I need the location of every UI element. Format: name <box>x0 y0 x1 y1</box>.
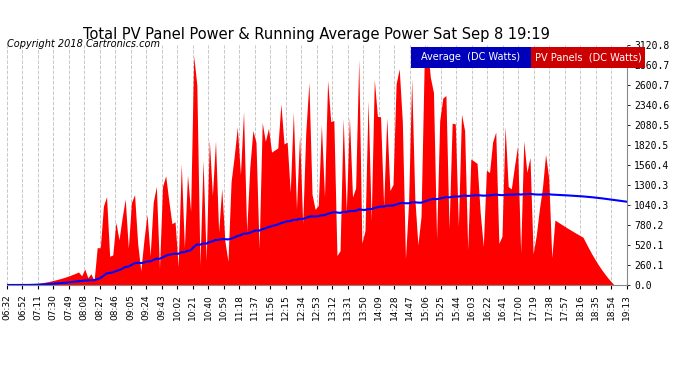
Text: PV Panels  (DC Watts): PV Panels (DC Watts) <box>535 52 642 62</box>
Text: Copyright 2018 Cartronics.com: Copyright 2018 Cartronics.com <box>7 39 160 50</box>
Text: Average  (DC Watts): Average (DC Watts) <box>422 52 520 62</box>
FancyBboxPatch shape <box>411 47 531 68</box>
Title: Total PV Panel Power & Running Average Power Sat Sep 8 19:19: Total PV Panel Power & Running Average P… <box>83 27 550 42</box>
FancyBboxPatch shape <box>531 47 645 68</box>
